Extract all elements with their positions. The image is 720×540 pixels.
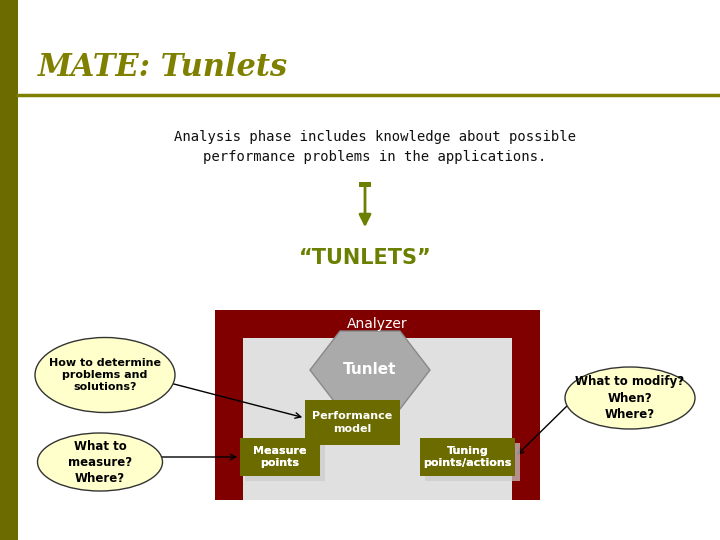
FancyBboxPatch shape: [425, 443, 520, 481]
Text: What to
measure?
Where?: What to measure? Where?: [68, 440, 132, 484]
Text: What to modify?
When?
Where?: What to modify? When? Where?: [575, 375, 685, 421]
Text: Tunlet: Tunlet: [343, 362, 397, 377]
Text: Performance
model: Performance model: [312, 411, 392, 434]
Polygon shape: [310, 331, 430, 409]
Text: How to determine
problems and
solutions?: How to determine problems and solutions?: [49, 357, 161, 393]
Text: Measure
points: Measure points: [253, 446, 307, 468]
Ellipse shape: [35, 338, 175, 413]
Ellipse shape: [37, 433, 163, 491]
FancyBboxPatch shape: [215, 310, 540, 338]
Text: Tuning
points/actions: Tuning points/actions: [423, 446, 512, 468]
FancyBboxPatch shape: [245, 443, 325, 481]
FancyBboxPatch shape: [0, 0, 18, 540]
FancyBboxPatch shape: [420, 438, 515, 476]
FancyBboxPatch shape: [512, 310, 540, 500]
FancyBboxPatch shape: [305, 400, 400, 445]
Text: “TUNLETS”: “TUNLETS”: [299, 248, 431, 268]
Text: Tuning
points/actions: Tuning points/actions: [423, 446, 512, 468]
FancyBboxPatch shape: [243, 338, 512, 500]
FancyBboxPatch shape: [240, 438, 320, 476]
FancyBboxPatch shape: [215, 310, 243, 500]
FancyBboxPatch shape: [359, 182, 371, 187]
FancyBboxPatch shape: [420, 438, 515, 476]
FancyBboxPatch shape: [240, 438, 320, 476]
Ellipse shape: [565, 367, 695, 429]
Text: Analyzer: Analyzer: [347, 317, 408, 331]
Text: MATE: Tunlets: MATE: Tunlets: [38, 52, 288, 84]
Text: Measure
points: Measure points: [253, 446, 307, 468]
Text: Analysis phase includes knowledge about possible
performance problems in the app: Analysis phase includes knowledge about …: [174, 130, 576, 164]
